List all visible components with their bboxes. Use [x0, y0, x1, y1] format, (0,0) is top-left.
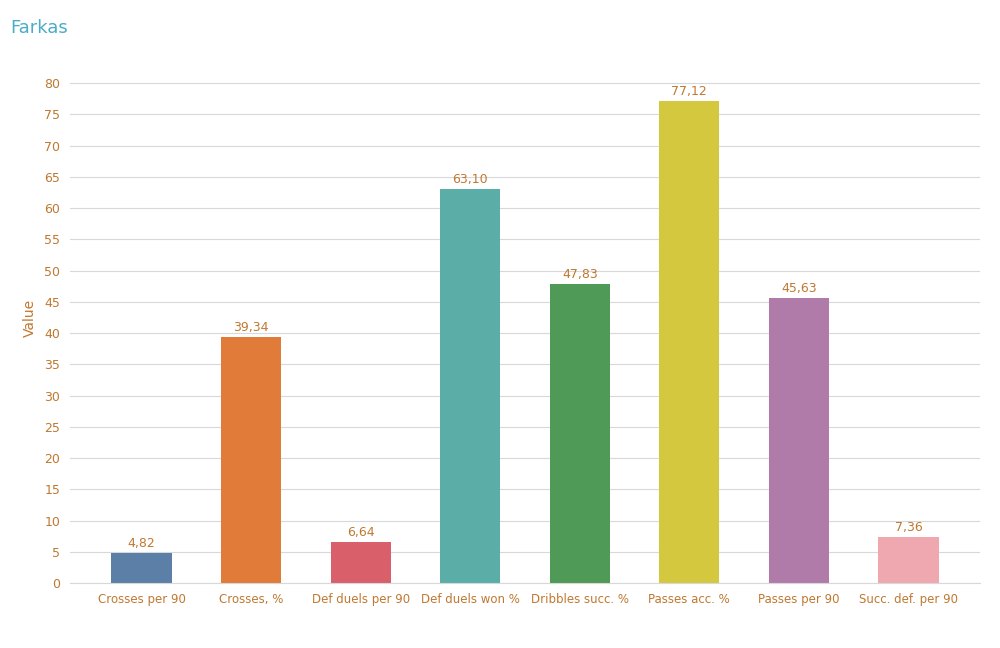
Bar	[659, 101, 719, 583]
Bar	[331, 542, 391, 583]
Y-axis label: Value: Value	[23, 299, 37, 336]
Text: 39,34: 39,34	[233, 321, 269, 334]
Text: 7,36: 7,36	[895, 521, 922, 534]
Text: 77,12: 77,12	[671, 85, 707, 98]
Bar	[769, 298, 829, 583]
Text: 47,83: 47,83	[562, 268, 598, 281]
Text: 63,10: 63,10	[452, 172, 488, 185]
Bar	[111, 553, 172, 583]
Bar	[221, 337, 281, 583]
Bar	[440, 189, 500, 583]
Text: 45,63: 45,63	[781, 282, 817, 295]
Text: 4,82: 4,82	[128, 537, 155, 550]
Bar	[550, 284, 610, 583]
Bar	[878, 537, 939, 583]
Text: 6,64: 6,64	[347, 526, 374, 538]
Text: Farkas: Farkas	[10, 19, 68, 38]
